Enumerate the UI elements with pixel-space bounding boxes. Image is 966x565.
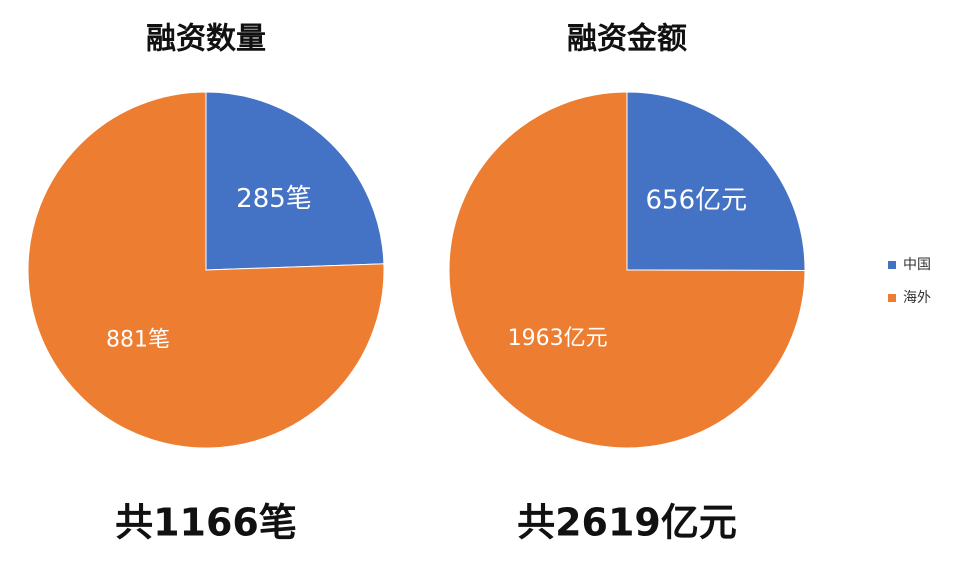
pie-slice	[205, 91, 385, 271]
legend-label: 中国	[903, 257, 931, 273]
data-label: 656亿元	[646, 185, 748, 215]
data-label: 881笔	[106, 327, 170, 352]
legend-swatch	[888, 261, 896, 269]
legend-label: 海外	[903, 290, 931, 306]
data-label: 1963亿元	[508, 326, 608, 351]
total-annotation: 共2619亿元	[517, 501, 737, 545]
chart-title: 融资金额	[567, 22, 687, 57]
total-annotation: 共1166笔	[115, 501, 297, 545]
pie-slice	[27, 91, 385, 449]
pie-slice	[626, 91, 806, 272]
legend-swatch	[888, 294, 896, 302]
chart-title: 融资数量	[146, 22, 266, 57]
data-label: 285笔	[236, 184, 312, 214]
pie-slice	[448, 91, 806, 449]
